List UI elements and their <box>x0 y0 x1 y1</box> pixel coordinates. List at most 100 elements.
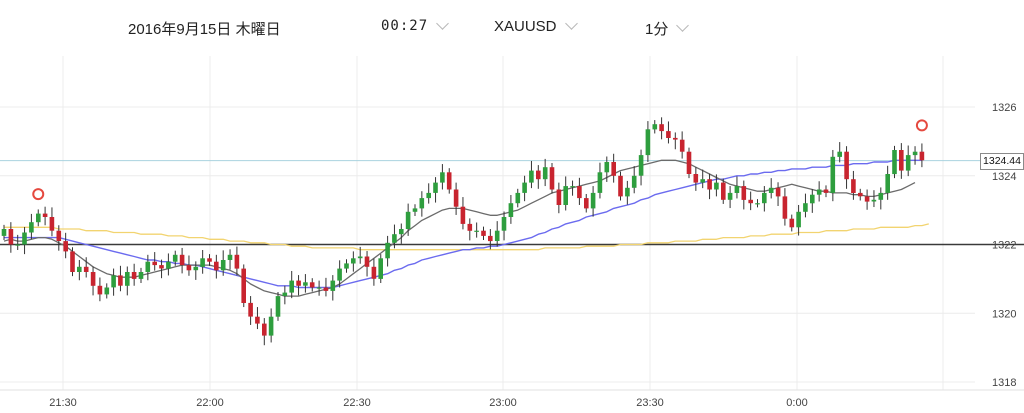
candle-body <box>899 150 904 171</box>
candle <box>721 178 726 204</box>
candle-body <box>590 192 596 209</box>
candle-body <box>666 131 671 138</box>
y-tick-label: 1318 <box>992 377 1016 389</box>
candle <box>686 147 692 179</box>
x-axis: 21:30 22:00 22:30 23:00 23:30 0:00 <box>49 397 807 409</box>
time-selector[interactable]: 00:27 <box>381 16 450 34</box>
candle <box>858 188 863 201</box>
candle <box>392 224 397 249</box>
candle <box>83 257 89 278</box>
candle <box>371 258 377 286</box>
candle <box>570 180 575 196</box>
candle-body <box>563 186 568 205</box>
candle-body <box>56 230 62 241</box>
timeframe-text: 1分 <box>645 21 669 38</box>
candle-body <box>858 192 863 197</box>
candle <box>604 156 610 182</box>
candle <box>899 143 904 179</box>
candle-body <box>515 192 521 204</box>
candle-body <box>673 137 678 140</box>
candle <box>357 246 363 264</box>
candlesticks <box>1 117 925 346</box>
candle-body <box>905 155 911 171</box>
candle <box>741 180 747 210</box>
candle <box>220 250 226 276</box>
candle-body <box>1 229 7 236</box>
candle-body <box>152 261 157 266</box>
candle <box>399 223 404 244</box>
candle-body <box>248 302 253 317</box>
candle-body <box>234 254 240 269</box>
candle <box>645 121 651 162</box>
candle <box>42 206 48 226</box>
ma-mid-line <box>4 159 922 289</box>
candle-body <box>97 285 103 295</box>
candle-body <box>803 203 808 212</box>
candle-body <box>405 211 411 229</box>
candle <box>77 259 82 281</box>
candle <box>577 177 582 205</box>
candle <box>22 226 27 255</box>
candle-body <box>659 124 664 132</box>
candle <box>501 211 507 241</box>
candle-body <box>570 186 575 188</box>
candle-body <box>118 275 123 286</box>
candle-body <box>364 256 370 267</box>
candle <box>440 164 445 190</box>
candle-body <box>241 268 246 303</box>
candle <box>29 213 34 240</box>
signal-markers <box>32 119 928 201</box>
candle-body <box>166 261 171 269</box>
current-price-tag: 1324.44 <box>980 153 1024 170</box>
candle-body <box>789 218 795 228</box>
candle <box>296 275 301 296</box>
candle <box>104 283 110 299</box>
candle <box>145 254 151 281</box>
candle-body <box>837 151 842 157</box>
x-tick-label: 21:30 <box>49 397 77 409</box>
candle <box>214 254 219 279</box>
ma-fast-line <box>3 159 916 297</box>
candle-body <box>309 282 315 288</box>
candle <box>796 204 801 236</box>
candle-body <box>652 124 658 130</box>
candle <box>118 265 123 292</box>
candle-body <box>351 258 356 264</box>
candle <box>323 277 329 297</box>
candle <box>625 180 630 205</box>
candle-body <box>679 139 685 152</box>
candle-body <box>303 282 308 286</box>
candle <box>330 275 336 301</box>
candle-body <box>316 287 322 289</box>
candle-body <box>529 170 534 183</box>
candle-body <box>412 208 418 212</box>
candle <box>837 142 842 163</box>
candle-body <box>871 199 877 202</box>
candle <box>131 263 137 286</box>
candle <box>351 251 356 272</box>
candle-body <box>549 167 555 190</box>
candle <box>693 167 699 191</box>
timeframe-selector[interactable]: 1分 <box>645 18 690 39</box>
candle-body <box>385 242 390 259</box>
candle <box>460 197 466 230</box>
candle <box>8 222 14 253</box>
candle-body <box>131 272 137 279</box>
candle-body <box>741 186 747 200</box>
candle-body <box>186 265 192 271</box>
candle-body <box>618 175 623 197</box>
date-label: 2016年9月15日 木曜日 <box>128 18 281 39</box>
candle <box>611 153 616 183</box>
symbol-selector[interactable]: XAUUSD <box>494 17 578 35</box>
candle-body <box>214 261 219 271</box>
candle-body <box>36 213 41 223</box>
candle <box>227 249 233 270</box>
candle-body <box>275 296 281 317</box>
candle <box>193 261 199 280</box>
candle-body <box>638 155 644 176</box>
candle <box>659 117 664 140</box>
candle-body <box>330 280 336 291</box>
candle-body <box>796 211 801 228</box>
candle-body <box>296 280 301 286</box>
